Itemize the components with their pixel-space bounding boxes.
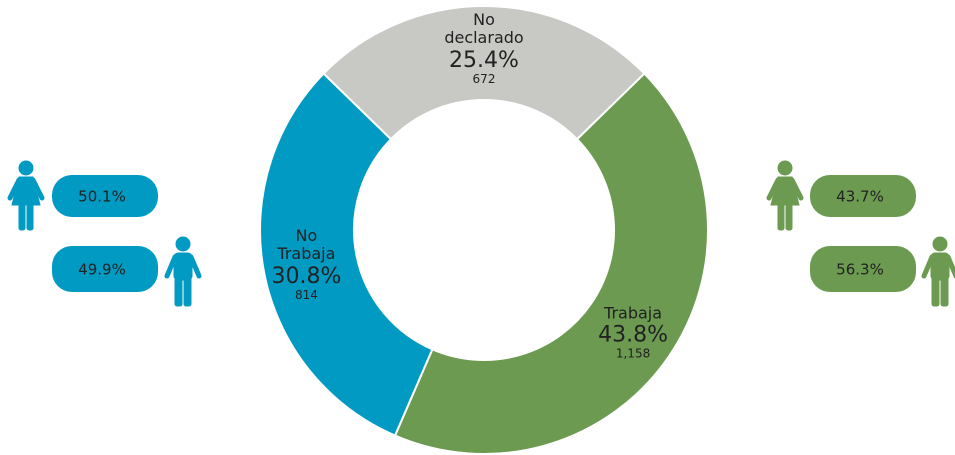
- gender-percent: 56.3%: [836, 261, 884, 279]
- segment-label: No Trabaja 30.8% 814: [264, 226, 348, 303]
- count-label: 672: [472, 72, 496, 87]
- female-icon: [769, 161, 801, 230]
- donut-segment: [259, 72, 434, 437]
- donut-segment: [393, 72, 709, 455]
- gender-percent: 49.9%: [78, 261, 126, 279]
- male-icon: [924, 237, 955, 306]
- gender-pill: [52, 246, 158, 292]
- count-label: 1,158: [615, 346, 651, 361]
- male-icon: [167, 237, 199, 306]
- gender-percent: 43.7%: [836, 188, 884, 206]
- percent-label: 25.4%: [449, 47, 519, 73]
- gender-pill: [810, 246, 916, 292]
- female-icon: [10, 161, 42, 230]
- donut-segment: [322, 5, 646, 141]
- category-label: Trabaja: [604, 302, 663, 322]
- category-label: No Trabaja: [277, 226, 336, 264]
- gender-pill: [810, 175, 916, 217]
- gender-percent: 50.1%: [78, 188, 126, 206]
- percent-label: 30.8%: [271, 263, 342, 289]
- gender-pill: [52, 175, 158, 217]
- category-label: No declarado: [444, 10, 524, 48]
- percent-label: 43.8%: [598, 322, 668, 348]
- count-label: 814: [294, 288, 318, 303]
- segment-label: No declarado 25.4% 672: [442, 10, 526, 87]
- segment-label: Trabaja 43.8% 1,158: [591, 302, 675, 361]
